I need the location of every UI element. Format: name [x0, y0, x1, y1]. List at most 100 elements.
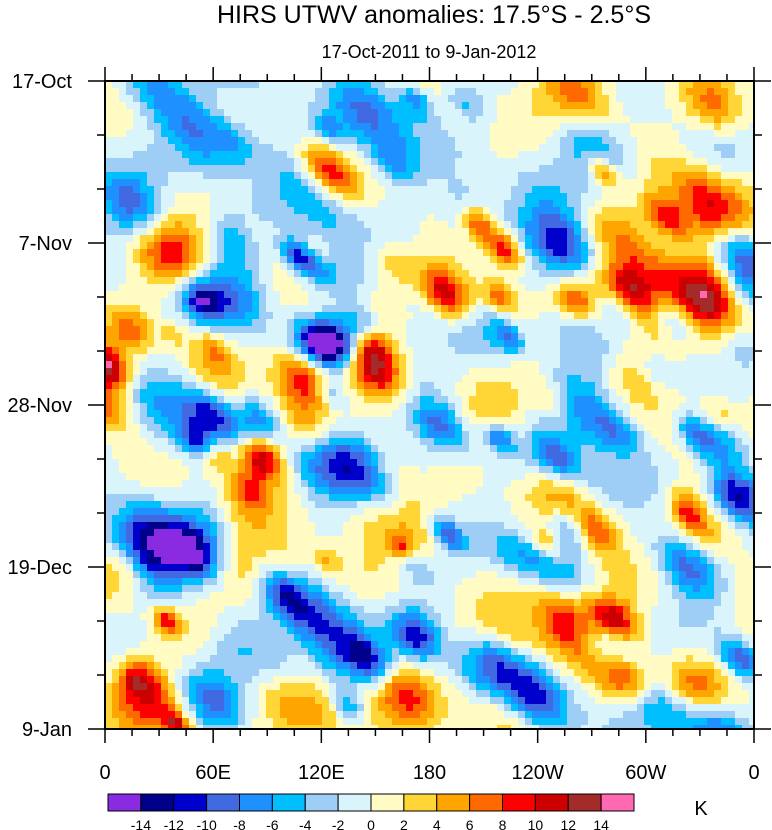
- field-cell: [462, 249, 470, 257]
- field-cell: [350, 123, 358, 131]
- field-cell: [420, 305, 428, 313]
- field-cell: [609, 291, 617, 299]
- field-cell: [539, 312, 547, 320]
- field-cell: [532, 326, 540, 334]
- field-cell: [490, 424, 498, 432]
- field-cell: [490, 277, 498, 285]
- field-cell: [147, 382, 155, 390]
- field-cell: [525, 109, 533, 117]
- field-cell: [700, 200, 708, 208]
- field-cell: [259, 382, 267, 390]
- field-cell: [672, 263, 680, 271]
- field-cell: [462, 382, 470, 390]
- field-cell: [441, 123, 449, 131]
- field-cell: [294, 361, 302, 369]
- field-cell: [126, 410, 134, 418]
- field-cell: [644, 305, 652, 313]
- field-cell: [616, 403, 624, 411]
- field-cell: [308, 249, 316, 257]
- field-cell: [259, 214, 267, 222]
- field-cell: [721, 368, 729, 376]
- field-cell: [399, 158, 407, 166]
- field-cell: [399, 445, 407, 453]
- field-cell: [245, 144, 253, 152]
- field-cell: [406, 347, 414, 355]
- field-cell: [196, 123, 204, 131]
- field-cell: [567, 403, 575, 411]
- field-cell: [616, 256, 624, 264]
- field-cell: [301, 137, 309, 145]
- field-cell: [630, 361, 638, 369]
- field-cell: [504, 431, 512, 439]
- field-cell: [189, 312, 197, 320]
- field-cell: [707, 137, 715, 145]
- field-cell: [616, 389, 624, 397]
- field-cell: [532, 81, 540, 89]
- field-cell: [182, 158, 190, 166]
- field-cell: [217, 242, 225, 250]
- field-cell: [161, 214, 169, 222]
- field-cell: [266, 137, 274, 145]
- field-cell: [357, 312, 365, 320]
- field-cell: [721, 214, 729, 222]
- field-cell: [602, 389, 610, 397]
- field-cell: [287, 291, 295, 299]
- field-cell: [616, 88, 624, 96]
- field-cell: [693, 410, 701, 418]
- field-cell: [196, 326, 204, 334]
- field-cell: [259, 102, 267, 110]
- field-cell: [119, 382, 127, 390]
- field-cell: [630, 109, 638, 117]
- field-cell: [441, 242, 449, 250]
- field-cell: [245, 102, 253, 110]
- field-cell: [714, 144, 722, 152]
- field-cell: [385, 256, 393, 264]
- field-cell: [168, 410, 176, 418]
- field-cell: [665, 284, 673, 292]
- field-cell: [560, 158, 568, 166]
- field-cell: [182, 319, 190, 327]
- field-cell: [350, 298, 358, 306]
- field-cell: [273, 221, 281, 229]
- field-cell: [147, 326, 155, 334]
- field-cell: [231, 333, 239, 341]
- field-cell: [504, 382, 512, 390]
- field-cell: [322, 445, 330, 453]
- field-cell: [133, 361, 141, 369]
- field-cell: [294, 207, 302, 215]
- field-cell: [504, 242, 512, 250]
- field-cell: [707, 431, 715, 439]
- field-cell: [574, 235, 582, 243]
- field-cell: [126, 81, 134, 89]
- field-cell: [420, 396, 428, 404]
- field-cell: [434, 193, 442, 201]
- field-cell: [623, 158, 631, 166]
- field-cell: [749, 354, 754, 362]
- field-cell: [357, 305, 365, 313]
- field-cell: [483, 326, 491, 334]
- field-cell: [483, 263, 491, 271]
- field-cell: [448, 361, 456, 369]
- field-cell: [574, 305, 582, 313]
- field-cell: [147, 403, 155, 411]
- field-cell: [161, 221, 169, 229]
- field-cell: [322, 123, 330, 131]
- field-cell: [651, 102, 659, 110]
- field-cell: [693, 368, 701, 376]
- field-cell: [616, 109, 624, 117]
- field-cell: [294, 137, 302, 145]
- field-cell: [651, 81, 659, 89]
- field-cell: [672, 249, 680, 257]
- field-cell: [210, 396, 218, 404]
- field-cell: [168, 361, 176, 369]
- field-cell: [490, 102, 498, 110]
- field-cell: [448, 186, 456, 194]
- field-cell: [329, 270, 337, 278]
- field-cell: [399, 438, 407, 446]
- field-cell: [273, 123, 281, 131]
- field-cell: [259, 312, 267, 320]
- field-cell: [469, 361, 477, 369]
- field-cell: [462, 116, 470, 124]
- field-cell: [245, 193, 253, 201]
- field-cell: [525, 270, 533, 278]
